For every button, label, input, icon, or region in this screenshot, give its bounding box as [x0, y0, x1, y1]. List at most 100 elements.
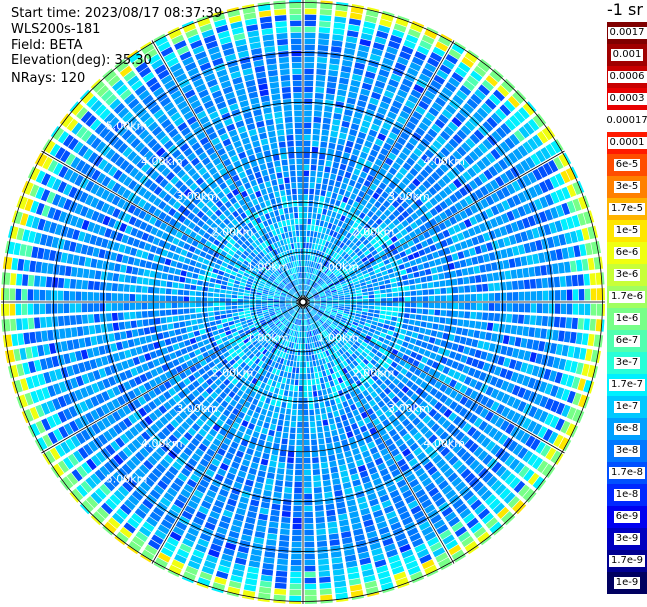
ppi-gate [345, 334, 351, 340]
ppi-gate [346, 499, 356, 507]
ppi-gate [288, 329, 293, 335]
ppi-gate [215, 419, 224, 427]
ppi-gate [501, 393, 511, 404]
ppi-gate [394, 94, 405, 104]
ppi-gate [308, 248, 312, 255]
ppi-gate [250, 309, 256, 313]
ppi-gate [75, 279, 83, 290]
ppi-gate [548, 222, 558, 234]
ppi-gate [344, 487, 353, 495]
ppi-gate [90, 473, 102, 486]
ppi-gate [352, 278, 359, 283]
ppi-gate [398, 297, 405, 302]
ppi-gate [570, 361, 578, 374]
ppi-gate [254, 481, 264, 489]
ppi-gate [70, 377, 79, 389]
ppi-gate [538, 381, 548, 393]
ppi-gate [289, 348, 293, 355]
ppi-gate [399, 167, 408, 176]
ppi-gate [208, 287, 215, 293]
ppi-gate [463, 346, 471, 355]
ppi-gate [507, 440, 519, 453]
ppi-gate [35, 331, 43, 343]
ppi-gate [71, 327, 78, 338]
ppi-gate [183, 290, 190, 296]
ppi-gate [429, 197, 438, 206]
ppi-gate [271, 284, 277, 289]
ppi-gate [458, 107, 471, 119]
ppi-gate [260, 382, 266, 389]
ppi-gate [310, 249, 314, 255]
ppi-gate [337, 138, 346, 146]
ppi-gate [167, 274, 174, 281]
ppi-gate [284, 334, 289, 340]
ppi-gate [381, 405, 389, 413]
ppi-gate [177, 289, 184, 295]
ppi-gate [346, 566, 359, 574]
ppi-gate [205, 327, 212, 333]
ppi-gate [96, 380, 106, 391]
ppi-gate [21, 180, 29, 193]
ppi-gate [232, 267, 239, 273]
ppi-gate [386, 400, 395, 409]
ppi-gate [433, 74, 446, 85]
ppi-gate [112, 273, 120, 282]
ppi-gate [415, 208, 424, 217]
ppi-gate [488, 498, 501, 510]
ppi-gate [252, 398, 259, 406]
ppi-gate [351, 174, 359, 182]
ppi-gate [332, 28, 345, 36]
ppi-gate [353, 266, 360, 272]
ppi-gate [155, 447, 166, 457]
ppi-gate [264, 384, 271, 391]
ppi-gate [485, 517, 498, 529]
ppi-gate [314, 322, 318, 329]
ppi-gate [35, 388, 45, 402]
ppi-gate [471, 358, 479, 368]
ppi-gate [354, 453, 363, 461]
ppi-gate [261, 355, 267, 362]
ppi-gate [307, 224, 311, 231]
ppi-gate [346, 267, 353, 273]
ppi-gate [337, 342, 343, 348]
ppi-gate [546, 466, 556, 479]
ppi-gate [261, 305, 268, 309]
ppi-gate [332, 568, 345, 576]
ppi-gate [370, 337, 378, 344]
ppi-gate [303, 212, 308, 219]
ppi-gate [319, 582, 332, 589]
ppi-gate [249, 304, 256, 308]
ppi-gate [323, 485, 332, 493]
ppi-gate [359, 470, 369, 478]
ppi-gate [398, 152, 408, 161]
ppi-gate [352, 360, 359, 367]
ppi-gate [290, 330, 294, 336]
ppi-gate [297, 355, 300, 362]
ppi-gate [370, 359, 377, 366]
ppi-gate [238, 311, 245, 316]
ppi-gate [307, 254, 311, 261]
ppi-gate [133, 410, 143, 421]
ppi-gate [421, 315, 428, 321]
ppi-gate [482, 341, 490, 351]
ppi-gate [108, 262, 115, 271]
ppi-gate [532, 423, 543, 436]
ppi-gate [499, 104, 511, 117]
ppi-gate [308, 349, 312, 356]
ppi-gate [213, 297, 220, 302]
ppi-gate [449, 205, 458, 215]
ppi-gate [261, 304, 268, 307]
ppi-gate [113, 424, 123, 435]
ppi-gate [314, 92, 324, 99]
ppi-gate [350, 309, 356, 313]
ppi-gate [197, 280, 204, 286]
ppi-gate [401, 376, 409, 385]
ppi-gate [257, 598, 270, 603]
ppi-gate [454, 190, 463, 200]
ppi-gate [264, 315, 271, 319]
ppi-gate [127, 204, 137, 214]
ppi-gate [202, 312, 209, 318]
ppi-gate [593, 334, 601, 348]
ppi-gate [277, 376, 283, 383]
ppi-gate [325, 160, 332, 167]
